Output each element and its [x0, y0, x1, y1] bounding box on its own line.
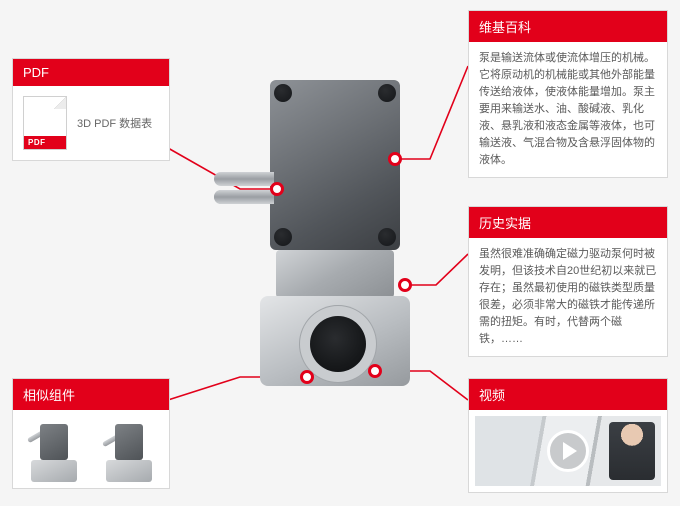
panel-video: 视频: [468, 378, 668, 493]
callout-dot-history: [398, 278, 412, 292]
panel-pdf-header: PDF: [13, 59, 169, 86]
similar-item-1[interactable]: [23, 418, 84, 482]
callout-dot-similar: [300, 370, 314, 384]
panel-pdf: PDF PDF 3D PDF 数据表: [12, 58, 170, 161]
pdf-label: 3D PDF 数据表: [77, 115, 152, 131]
callout-dot-wiki: [388, 152, 402, 166]
panel-history-header: 历史实据: [469, 207, 667, 238]
panel-wiki: 维基百科 泵是输送流体或使流体增压的机械。它将原动机的机械能或其他外部能量传送给…: [468, 10, 668, 178]
pdf-file-icon: PDF: [23, 96, 67, 150]
pdf-download-item[interactable]: PDF 3D PDF 数据表: [13, 86, 169, 160]
callout-dot-video: [368, 364, 382, 378]
panel-similar-header: 相似组件: [13, 379, 169, 410]
pump-mid-section: [276, 250, 394, 298]
panel-wiki-header: 维基百科: [469, 11, 667, 42]
play-icon: [547, 430, 589, 472]
panel-history-body: 虽然很难准确确定磁力驱动泵何时被发明，但该技术自20世纪初以来就已存在；虽然最初…: [469, 238, 667, 356]
pump-upper-body: [270, 80, 400, 250]
panel-similar: 相似组件: [12, 378, 170, 489]
pump-inlet-pipes: [214, 172, 274, 186]
panel-history: 历史实据 虽然很难准确确定磁力驱动泵何时被发明，但该技术自20世纪初以来就已存在…: [468, 206, 668, 357]
similar-items: [13, 410, 169, 488]
panel-video-header: 视频: [469, 379, 667, 410]
panel-wiki-body: 泵是输送流体或使流体增压的机械。它将原动机的机械能或其他外部能量传送给液体，使液…: [469, 42, 667, 177]
video-thumbnail[interactable]: [475, 416, 661, 486]
video-person: [609, 422, 655, 480]
pump-outlet-port: [310, 316, 366, 372]
callout-dot-pdf: [270, 182, 284, 196]
pdf-badge: PDF: [24, 136, 66, 149]
similar-item-2[interactable]: [98, 418, 159, 482]
product-render: [220, 80, 420, 400]
